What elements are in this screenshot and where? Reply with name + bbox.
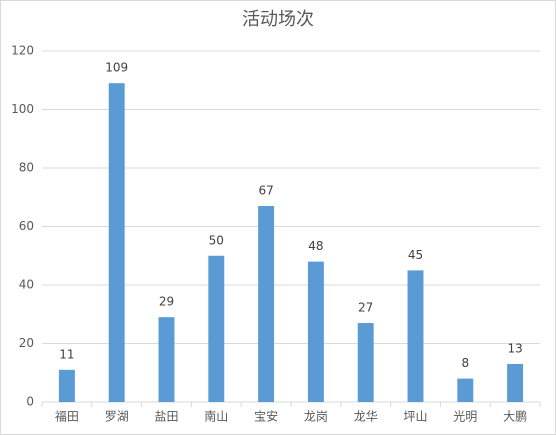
data-label: 48 [308, 239, 323, 253]
bar [357, 323, 374, 402]
y-tick-label: 40 [19, 278, 34, 292]
data-label: 45 [408, 248, 423, 262]
x-tick-label: 龙岗 [304, 410, 328, 424]
bar [457, 378, 474, 402]
x-tick-label: 龙华 [354, 410, 378, 424]
data-label: 29 [159, 295, 174, 309]
bar [208, 255, 225, 402]
bar [158, 317, 175, 402]
bar [507, 363, 524, 402]
bar [258, 206, 275, 402]
x-tick-label: 罗湖 [105, 409, 129, 424]
bar [407, 270, 424, 402]
y-tick-label: 100 [11, 102, 34, 116]
data-label: 27 [358, 301, 373, 315]
bar [108, 83, 125, 403]
y-tick-label: 120 [11, 44, 34, 58]
x-tick-label: 光明 [453, 410, 477, 424]
chart-title: 活动场次 [242, 9, 314, 30]
y-tick-label: 20 [19, 336, 34, 350]
y-tick-label: 80 [19, 161, 34, 175]
x-tick-label: 福田 [55, 409, 79, 424]
x-tick-label: 南山 [204, 409, 228, 424]
bar [307, 261, 324, 402]
data-label: 8 [461, 356, 469, 370]
data-label: 11 [59, 347, 74, 361]
data-label: 13 [507, 341, 522, 355]
x-tick-label: 坪山 [403, 410, 427, 424]
x-tick-label: 宝安 [254, 409, 278, 424]
data-label: 67 [258, 184, 273, 198]
bar [58, 369, 75, 402]
x-tick-label: 盐田 [154, 410, 178, 424]
data-label: 109 [105, 61, 128, 75]
y-tick-label: 60 [19, 219, 34, 233]
x-tick-label: 大鹏 [503, 410, 527, 424]
y-tick-label: 0 [26, 395, 34, 409]
data-label: 50 [209, 233, 224, 247]
